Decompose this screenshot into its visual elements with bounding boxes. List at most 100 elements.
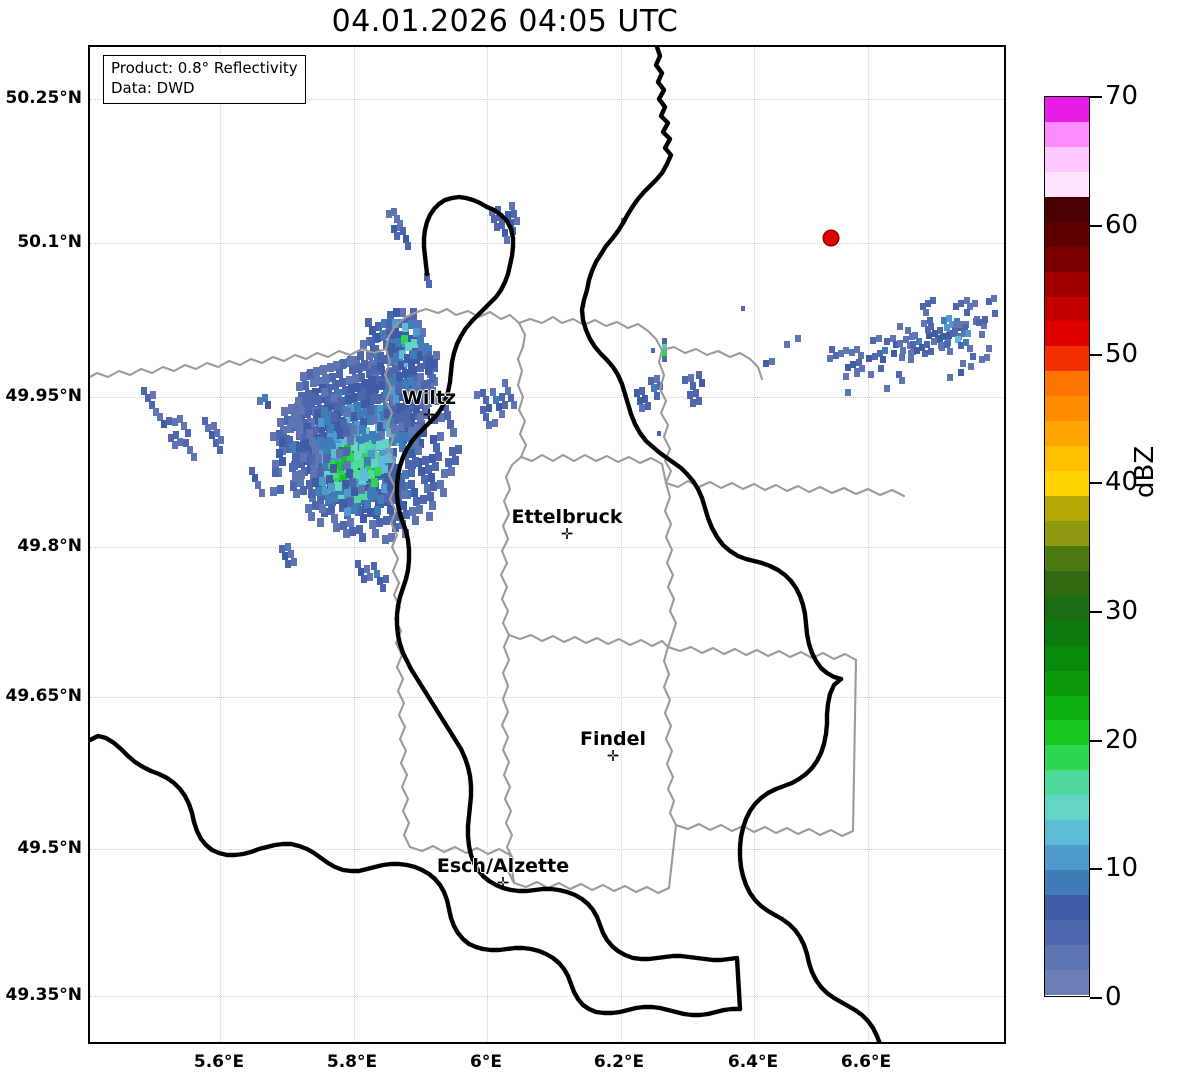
radar-cell xyxy=(328,506,335,515)
radar-cell xyxy=(313,367,320,376)
radar-cell xyxy=(297,478,304,487)
radar-cell xyxy=(332,380,339,389)
radar-cell xyxy=(369,431,376,440)
radar-cell xyxy=(317,496,324,505)
city-marker-findel[interactable]: Findel ✛ xyxy=(580,728,646,764)
radar-cell xyxy=(958,369,964,376)
radar-cell xyxy=(896,371,902,378)
colorbar-segment xyxy=(1045,321,1089,347)
radar-cell xyxy=(416,392,423,401)
radar-cell xyxy=(340,475,347,484)
radar-cell xyxy=(321,407,328,416)
radar-cell xyxy=(412,438,419,447)
radar-cell xyxy=(642,395,648,403)
radar-cell xyxy=(298,406,305,415)
radar-cell xyxy=(393,395,400,404)
radar-cell xyxy=(150,391,156,399)
radar-cell xyxy=(183,439,189,447)
radar-cell xyxy=(279,545,285,553)
radar-cell xyxy=(425,398,432,407)
radar-cell xyxy=(405,388,412,397)
radar-cell xyxy=(371,562,377,570)
radar-cell xyxy=(960,360,966,367)
radar-cell xyxy=(870,337,876,344)
radar-cell xyxy=(483,396,489,404)
city-marker-wiltz[interactable]: Wiltz ✛ xyxy=(401,387,457,423)
radar-cell xyxy=(441,469,448,478)
radar-cell xyxy=(958,300,964,307)
radar-cell xyxy=(388,495,395,504)
radar-cell xyxy=(424,403,430,411)
map-boundaries xyxy=(90,47,906,1042)
radar-cell xyxy=(270,432,277,441)
radar-cell xyxy=(361,360,368,369)
radar-cell xyxy=(327,450,334,459)
radar-cell xyxy=(426,280,432,288)
radar-cell xyxy=(328,483,335,492)
radar-cell xyxy=(314,409,321,418)
radar-cell xyxy=(439,394,446,403)
city-marker-esch-alzette[interactable]: Esch/Alzette ✛ xyxy=(437,855,569,891)
radar-map-plot[interactable]: Wiltz ✛ Ettelbruck ✛ Findel ✛ Esch/Alzet… xyxy=(88,45,1006,1044)
radar-cell xyxy=(412,516,419,525)
radar-cell xyxy=(371,459,378,468)
radar-cell xyxy=(342,386,349,395)
radar-cell xyxy=(388,533,395,542)
radar-cell xyxy=(447,420,454,429)
radar-cell xyxy=(409,397,416,406)
radar-cell xyxy=(397,220,403,228)
radar-cell xyxy=(986,298,992,305)
colorbar-segment xyxy=(1045,670,1089,696)
radar-cell xyxy=(390,448,397,457)
radar-cell xyxy=(343,428,350,437)
radar-cell xyxy=(402,323,409,332)
radar-cell xyxy=(967,303,973,310)
radar-cell xyxy=(177,438,183,446)
radar-cell xyxy=(392,365,399,374)
colorbar-segment xyxy=(1045,97,1089,122)
radar-cell xyxy=(318,424,325,433)
radar-cell xyxy=(382,535,389,544)
y-tick-label: 49.5°N xyxy=(17,838,82,858)
radar-cell xyxy=(288,404,295,413)
radar-cell xyxy=(289,444,296,453)
radar-cell xyxy=(946,332,952,339)
radar-cell xyxy=(399,350,406,359)
radar-cell xyxy=(364,565,370,573)
radar-cell xyxy=(430,435,437,444)
radar-cell xyxy=(316,442,323,451)
radar-station-dot[interactable] xyxy=(822,229,840,247)
y-tick-label: 50.25°N xyxy=(5,88,83,108)
radar-cell xyxy=(838,350,844,357)
radar-cell xyxy=(161,420,167,428)
radar-cell xyxy=(280,426,287,435)
colorbar-segment xyxy=(1045,520,1089,546)
radar-cell xyxy=(311,465,318,474)
city-marker-ettelbruck[interactable]: Ettelbruck ✛ xyxy=(512,506,623,542)
radar-cell xyxy=(376,405,383,414)
radar-cell xyxy=(951,330,957,337)
radar-cell xyxy=(367,416,374,425)
radar-cell xyxy=(313,416,320,425)
radar-cell xyxy=(367,406,374,415)
city-name: Wiltz xyxy=(401,387,457,409)
radar-cell xyxy=(455,445,462,454)
radar-cell xyxy=(965,330,971,337)
colorbar-segment xyxy=(1045,121,1089,147)
radar-cell xyxy=(928,348,934,355)
colorbar[interactable] xyxy=(1044,96,1090,997)
radar-cell xyxy=(354,451,361,460)
radar-cell xyxy=(763,360,769,367)
radar-cell xyxy=(421,396,427,404)
radar-cell xyxy=(294,471,301,480)
colorbar-tick-label: 40 xyxy=(1105,467,1139,497)
radar-cell xyxy=(445,458,452,467)
radar-cell xyxy=(326,475,333,484)
radar-cell xyxy=(364,457,371,466)
colorbar-title: dBZ xyxy=(1130,445,1160,498)
radar-cell xyxy=(377,352,384,361)
colorbar-segment xyxy=(1045,620,1089,646)
radar-cell xyxy=(371,365,378,374)
radar-cell xyxy=(307,369,314,378)
radar-cell xyxy=(344,408,351,417)
